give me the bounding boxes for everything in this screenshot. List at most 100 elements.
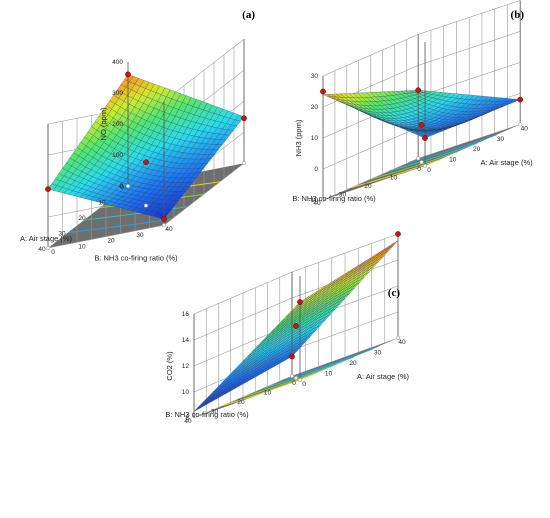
z-axis-title: NH3 (ppm) bbox=[294, 119, 303, 156]
design-point-projection bbox=[419, 160, 424, 165]
design-point-projection bbox=[241, 161, 247, 166]
z-tick-label: 10 bbox=[311, 135, 319, 142]
x-tick-label: 30 bbox=[58, 231, 66, 238]
floor-contour bbox=[242, 364, 335, 398]
z-tick-label: 0 bbox=[119, 183, 123, 190]
x-tick-label: 10 bbox=[325, 371, 333, 378]
z-tick-label: 100 bbox=[112, 152, 123, 159]
z-tick-label: 200 bbox=[112, 121, 123, 128]
design-point bbox=[289, 353, 295, 360]
y-tick-label: 20 bbox=[107, 238, 115, 245]
x-axis-title: A: Air stage (%) bbox=[481, 158, 534, 167]
design-point-projection bbox=[45, 245, 51, 251]
x-tick-label: 0 bbox=[427, 167, 431, 174]
y-tick-label: 30 bbox=[339, 192, 347, 199]
x-tick-label: 20 bbox=[78, 215, 86, 222]
y-tick-label: 30 bbox=[211, 409, 219, 416]
design-point-projection bbox=[293, 375, 299, 381]
surface-mesh bbox=[47, 74, 245, 220]
surface-mesh bbox=[193, 240, 399, 412]
design-point bbox=[415, 87, 422, 94]
y-tick-label: 20 bbox=[237, 399, 245, 406]
design-point-projection bbox=[518, 122, 523, 127]
design-point bbox=[241, 115, 247, 122]
surface-mesh bbox=[322, 90, 521, 139]
z-tick-label: 300 bbox=[112, 90, 123, 97]
x-tick-label: 0 bbox=[120, 184, 124, 191]
x-axis-title: A: Air stage (%) bbox=[357, 372, 410, 381]
design-point bbox=[293, 323, 299, 329]
z-tick-label: -10 bbox=[309, 197, 319, 204]
x-axis-title: A: Air stage (%) bbox=[20, 234, 73, 243]
design-point bbox=[125, 71, 131, 78]
floor-contour bbox=[351, 159, 440, 189]
design-point bbox=[320, 88, 326, 95]
x-tick-label: 30 bbox=[374, 350, 382, 357]
design-point bbox=[418, 122, 425, 128]
y-tick-label: 0 bbox=[417, 166, 421, 173]
surface-cell bbox=[193, 403, 204, 412]
design-point-projection bbox=[320, 197, 326, 203]
design-point-projection bbox=[416, 156, 421, 161]
z-axis-title: CO2 (%) bbox=[165, 351, 174, 381]
y-tick-label: 0 bbox=[292, 380, 296, 387]
y-tick-label: 0 bbox=[51, 249, 55, 256]
z-tick-label: 8 bbox=[185, 415, 189, 422]
z-tick-label: 400 bbox=[112, 59, 123, 66]
y-tick-label: 10 bbox=[264, 390, 272, 397]
surface-cell bbox=[388, 240, 399, 249]
floor-contour bbox=[370, 150, 459, 180]
z-tick-label: 12 bbox=[182, 363, 190, 370]
design-point bbox=[161, 216, 167, 222]
design-point-projection bbox=[297, 377, 303, 383]
x-tick-label: 20 bbox=[349, 360, 357, 367]
design-point-projection bbox=[125, 183, 131, 189]
z-tick-label: 10 bbox=[182, 389, 190, 396]
z-tick-label: 30 bbox=[311, 73, 319, 80]
design-point bbox=[517, 96, 524, 103]
design-point-projection bbox=[143, 203, 149, 208]
floor-contour bbox=[262, 356, 355, 390]
x-tick-label: 10 bbox=[449, 157, 457, 164]
y-axis-title: B: NH3 co-firing ratio (%) bbox=[292, 194, 376, 203]
design-point-projection bbox=[395, 335, 401, 341]
design-point bbox=[395, 231, 401, 237]
y-tick-label: 40 bbox=[313, 200, 321, 207]
z-tick-label: 20 bbox=[311, 104, 319, 111]
design-point bbox=[143, 159, 149, 166]
panel-label: (c) bbox=[388, 287, 401, 299]
design-point-projection bbox=[289, 373, 295, 379]
y-tick-label: 40 bbox=[165, 226, 173, 233]
x-tick-label: 30 bbox=[497, 136, 505, 143]
y-tick-label: 40 bbox=[184, 418, 192, 425]
y-tick-label: 10 bbox=[390, 175, 398, 182]
y-axis-title: B: NH3 co-firing ratio (%) bbox=[165, 410, 249, 419]
x-tick-label: 0 bbox=[302, 381, 306, 388]
design-point bbox=[422, 135, 428, 141]
floor-contour bbox=[83, 206, 189, 221]
x-tick-label: 40 bbox=[521, 125, 529, 132]
y-tick-label: 10 bbox=[78, 243, 86, 250]
floor-contour bbox=[223, 373, 315, 406]
z-axis-title: NO (ppm) bbox=[99, 107, 108, 140]
y-tick-label: 30 bbox=[136, 232, 144, 239]
x-tick-label: 40 bbox=[398, 339, 406, 346]
z-tick-label: 0 bbox=[314, 166, 318, 173]
x-tick-label: 40 bbox=[38, 246, 46, 253]
panel-label: (a) bbox=[242, 9, 255, 21]
x-tick-label: 10 bbox=[98, 200, 106, 207]
z-tick-label: 16 bbox=[182, 311, 190, 318]
design-point-projection bbox=[161, 223, 167, 228]
y-axis-title: B: NH3 co-firing ratio (%) bbox=[94, 254, 178, 263]
design-point bbox=[45, 186, 51, 192]
panel-label: (b) bbox=[511, 9, 525, 21]
floor-contour bbox=[389, 142, 478, 172]
y-tick-label: 20 bbox=[364, 183, 372, 190]
x-tick-label: 20 bbox=[473, 146, 481, 153]
design-point-projection bbox=[422, 163, 428, 169]
z-tick-label: 14 bbox=[182, 337, 190, 344]
